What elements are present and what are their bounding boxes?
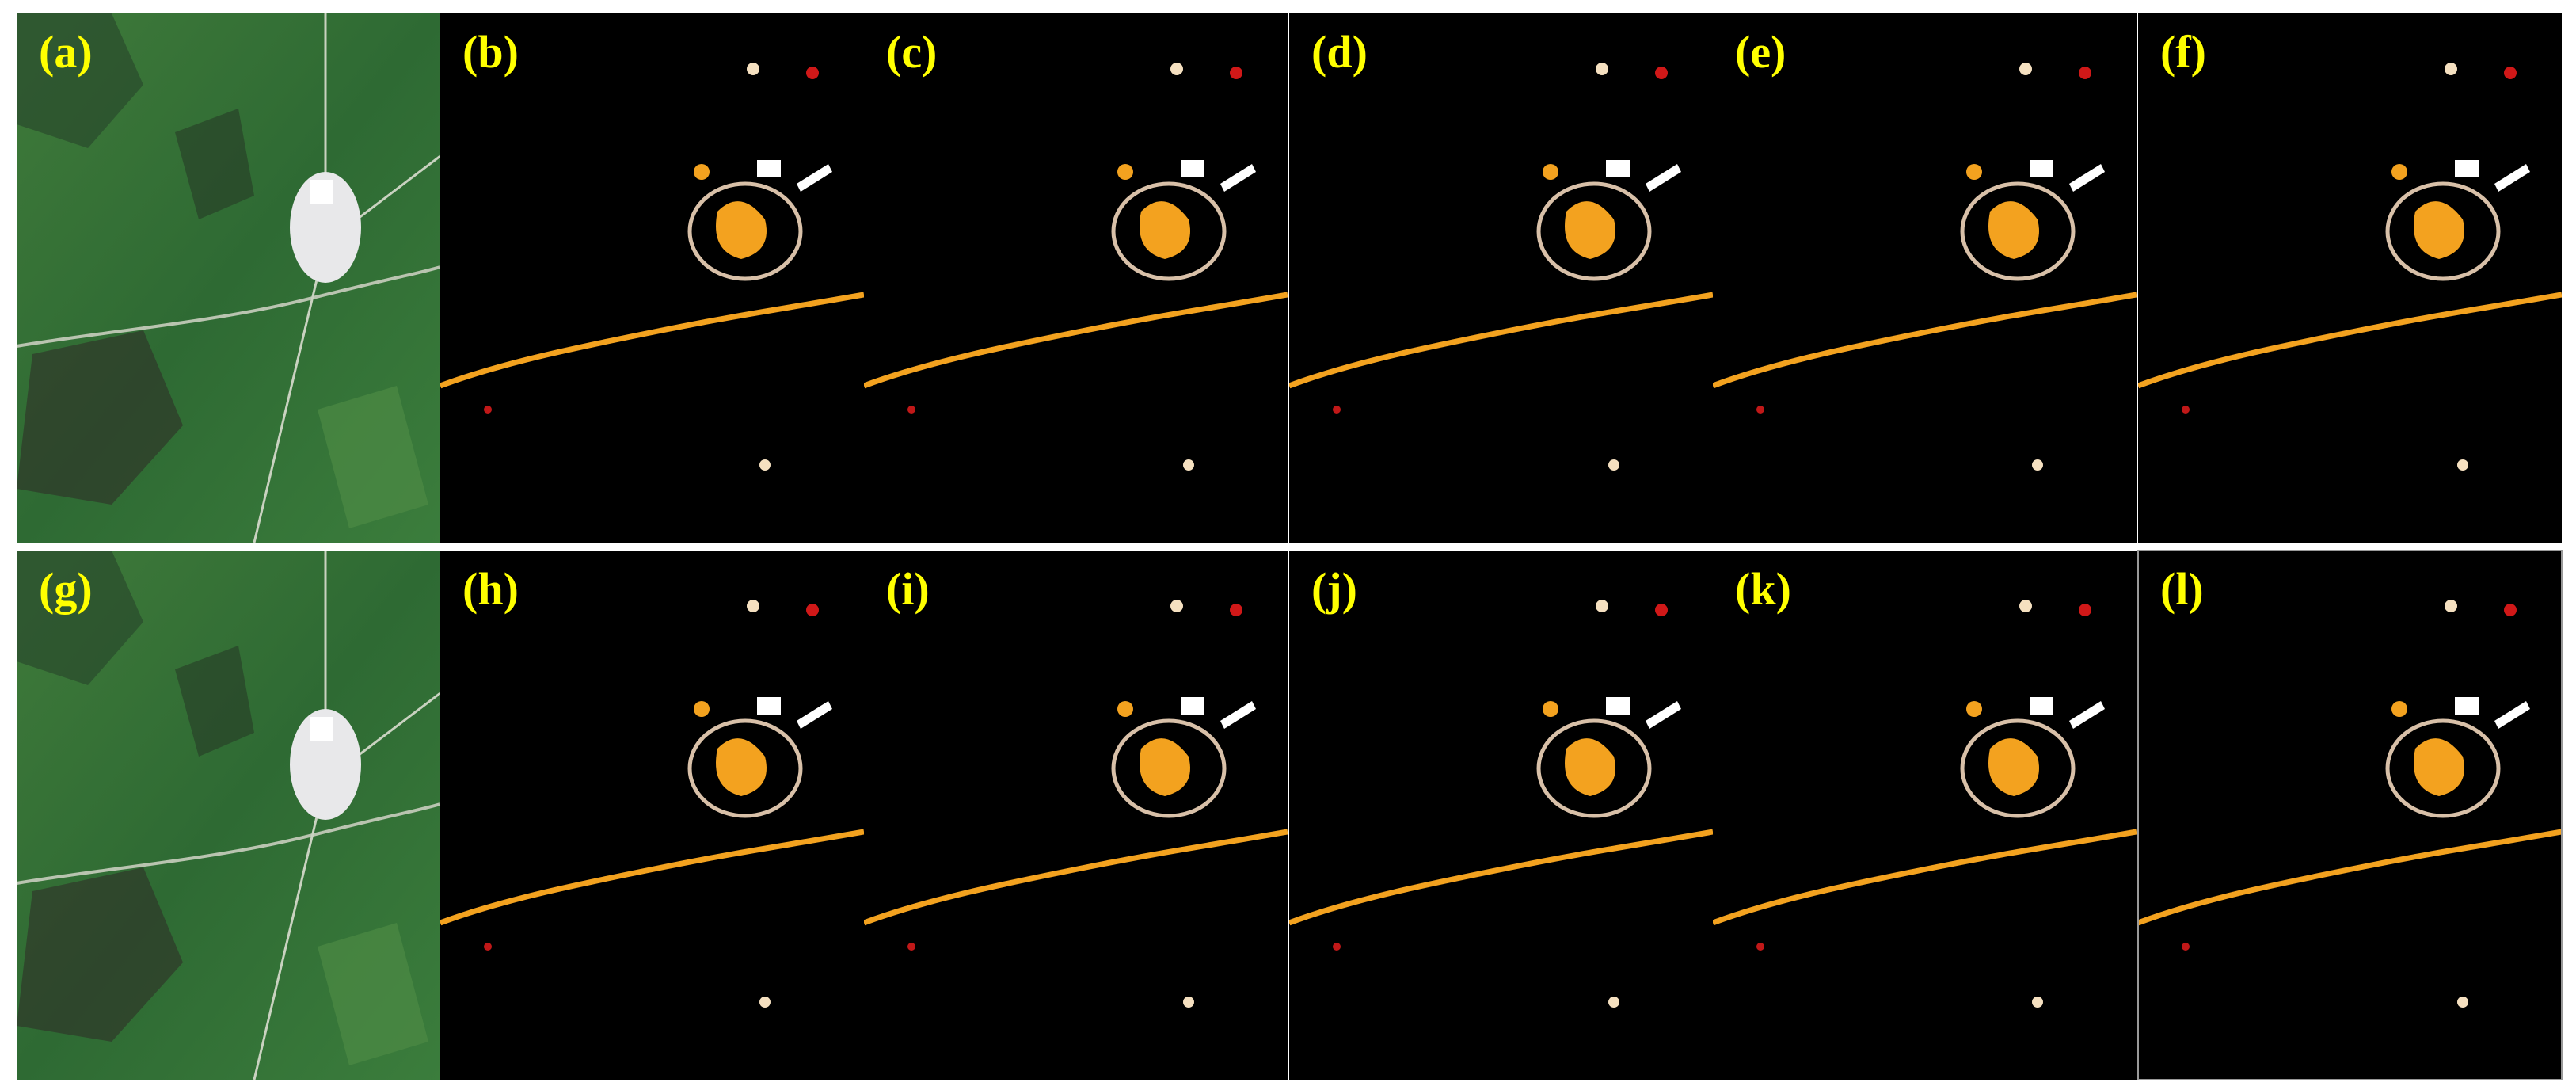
panel-label: (f) [2160,26,2206,78]
detection-map [864,551,1288,1080]
panel-label: (g) [39,563,93,615]
panel: (c) [864,13,1288,543]
detection-map [1713,551,2137,1080]
detection-map [864,13,1288,543]
panel: (l) [2137,550,2563,1080]
detection-map [440,13,864,543]
detection-map [1289,13,1713,543]
detection-map [1713,13,2137,543]
panel: (j) [1289,551,1713,1080]
panel-label: (c) [886,26,937,78]
detection-map [2138,13,2562,543]
panel: (h) [440,551,864,1080]
panel-label: (a) [39,26,93,78]
detection-map [1289,551,1713,1080]
detection-map [2138,551,2562,1080]
panel: (e) [1713,13,2137,543]
panel-label: (e) [1735,26,1786,78]
panel-label: (d) [1311,26,1368,78]
panel: (f) [2138,13,2562,543]
panel-label: (i) [886,563,930,615]
detection-map [440,551,864,1080]
panel-label: (j) [1311,563,1357,615]
panel-label: (h) [462,563,519,615]
panel: (b) [440,13,864,543]
satellite-image [17,551,440,1080]
panel-grid: (a) (b) (c) (d) (e) (f) (g) (h) (i) (j) (k) (l) [17,13,2563,1080]
panel: (a) [17,13,440,543]
panel: (g) [17,551,440,1080]
panel-border [2137,550,2563,1080]
panel: (k) [1713,551,2137,1080]
panel-label: (b) [462,26,519,78]
panel-label: (k) [1735,563,1791,615]
panel: (d) [1289,13,1713,543]
satellite-image [17,13,440,543]
panel-label: (l) [2160,563,2204,615]
panel: (i) [864,551,1288,1080]
